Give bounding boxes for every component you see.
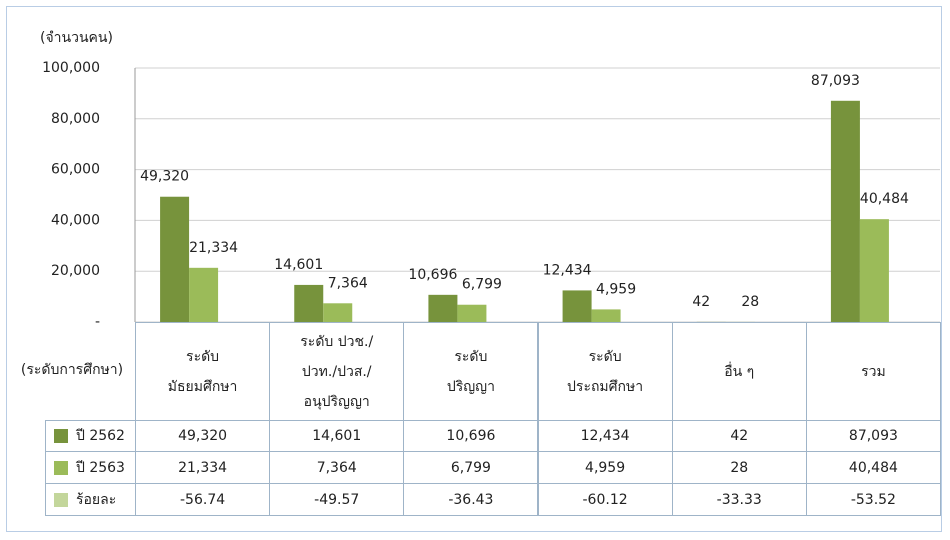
- legend-swatch: [54, 460, 68, 475]
- legend-label: ปี 2562: [76, 428, 125, 444]
- data-label: 7,364: [328, 275, 368, 291]
- data-label: 21,334: [189, 240, 238, 256]
- table-cell: 42: [671, 420, 807, 452]
- data-label: 4,959: [596, 281, 636, 297]
- table-cell: 40,484: [805, 451, 941, 484]
- table-cell: -60.12: [537, 483, 673, 516]
- y-tick-label: 60,000: [51, 162, 100, 178]
- table-cell: 28: [671, 451, 807, 484]
- bar: [323, 303, 353, 322]
- y-axis-label: (จำนวนคน): [40, 30, 113, 46]
- table-cell: -33.33: [671, 483, 807, 516]
- bar: [457, 304, 487, 322]
- y-tick-label: 100,000: [42, 60, 100, 76]
- data-label: 14,601: [274, 257, 323, 273]
- category-label: รวม: [805, 322, 941, 421]
- table-row-header: ปี 2562: [45, 420, 136, 452]
- bar: [562, 290, 592, 322]
- table-cell: 87,093: [805, 420, 941, 452]
- bar: [189, 267, 219, 322]
- table-cell: 6,799: [403, 451, 539, 484]
- data-label: 42: [692, 294, 710, 310]
- bar: [830, 100, 860, 322]
- frame: [6, 6, 942, 532]
- y-tick-label: 20,000: [51, 263, 100, 279]
- table-cell: 4,959: [537, 451, 673, 484]
- table-cell: 7,364: [269, 451, 405, 484]
- table-cell: -49.57: [269, 483, 405, 516]
- data-label: 6,799: [462, 277, 502, 293]
- data-label: 12,434: [543, 262, 592, 278]
- legend-swatch: [54, 429, 68, 443]
- bar: [591, 309, 621, 322]
- table-cell: 14,601: [269, 420, 405, 452]
- category-label: ระดับ ปวช./ ปวท./ปวส./ อนุปริญญา: [269, 322, 405, 421]
- bar: [294, 284, 324, 322]
- table-row-header: ปี 2563: [45, 451, 136, 484]
- legend-label: ปี 2563: [76, 459, 125, 476]
- bar: [160, 196, 190, 322]
- table-row-header: ร้อยละ: [45, 483, 136, 516]
- table-cell: 49,320: [135, 420, 271, 452]
- category-label: อื่น ๆ: [671, 322, 807, 421]
- data-label: 28: [741, 294, 759, 310]
- data-label: 10,696: [408, 267, 457, 283]
- table-cell: -53.52: [805, 483, 941, 516]
- table-cell: -56.74: [135, 483, 271, 516]
- bar: [428, 294, 458, 322]
- legend-swatch: [54, 492, 68, 507]
- table-cell: 21,334: [135, 451, 271, 484]
- legend-label: ร้อยละ: [76, 491, 117, 508]
- y-tick-label: -: [95, 314, 100, 330]
- y-tick-label: 40,000: [51, 212, 100, 228]
- data-label: 40,484: [860, 191, 909, 207]
- data-label: 87,093: [811, 73, 860, 89]
- table-cell: -36.43: [403, 483, 539, 516]
- x-axis-label: (ระดับการศึกษา): [21, 362, 123, 378]
- category-label: ระดับ ปริญญา: [403, 322, 539, 421]
- table-cell: 10,696: [403, 420, 539, 452]
- bar: [859, 219, 889, 322]
- category-label: ระดับ ประถมศึกษา: [537, 322, 673, 421]
- table-cell: 12,434: [537, 420, 673, 452]
- category-label: ระดับ มัธยมศึกษา: [135, 322, 271, 421]
- y-tick-label: 80,000: [51, 111, 100, 127]
- data-label: 49,320: [140, 169, 189, 185]
